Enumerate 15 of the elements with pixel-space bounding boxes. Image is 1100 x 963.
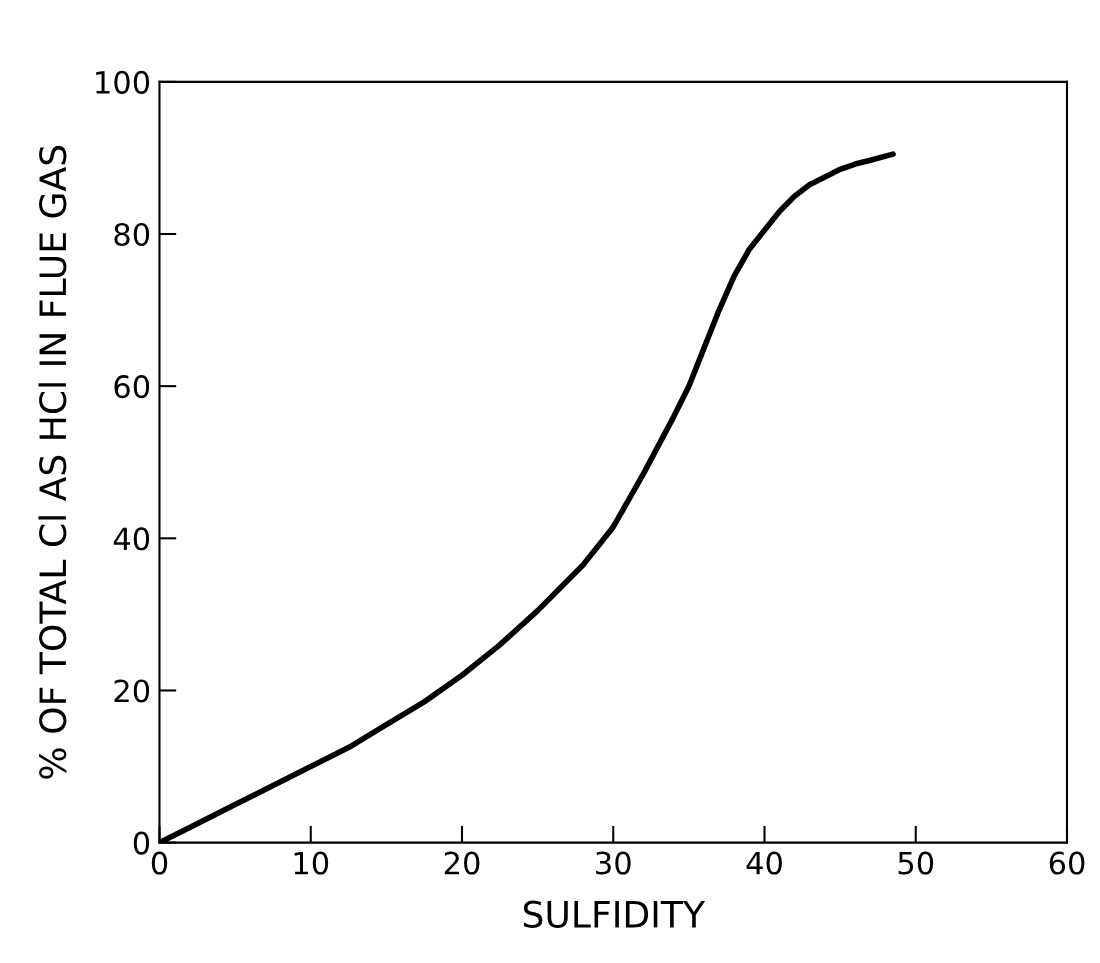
y-axis-title: % OF TOTAL Cl AS HCl IN FLUE GAS (38, 145, 67, 779)
y-tick-label: 40 (113, 527, 150, 551)
y-tick-label: 80 (114, 222, 150, 247)
x-tick-label: 10 (294, 851, 329, 875)
y-tick-label: 0 (133, 831, 150, 855)
y-tick-label: 100 (96, 70, 150, 94)
x-tick-label: 50 (898, 851, 934, 875)
x-tick-label: 30 (596, 851, 631, 875)
x-axis-title: SULFIDITY (523, 900, 706, 928)
x-tick-label: 0 (151, 851, 168, 875)
y-tick-label: 60 (114, 375, 150, 399)
y-tick-label: 20 (114, 679, 150, 703)
x-tick-label: 20 (444, 851, 480, 875)
x-tick-label: 60 (1049, 851, 1085, 875)
x-tick-label: 40 (746, 851, 782, 875)
